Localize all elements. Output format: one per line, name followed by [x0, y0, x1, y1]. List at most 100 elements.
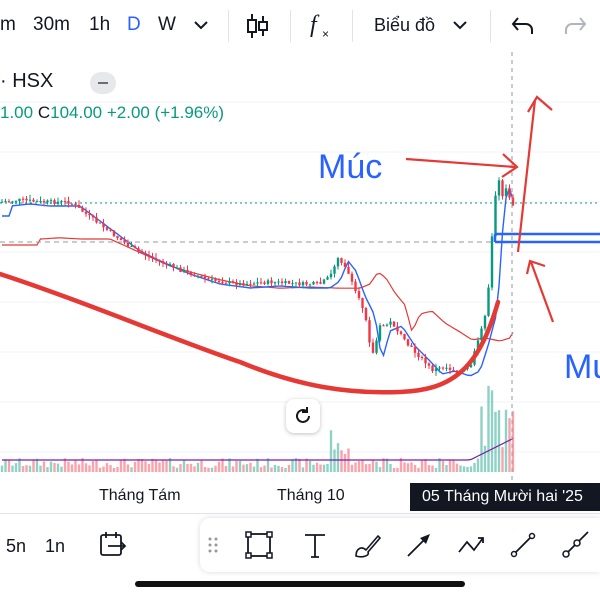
volume-bar	[322, 464, 326, 472]
volume-bar	[301, 467, 305, 472]
chevron-down-icon[interactable]	[452, 19, 468, 31]
trend-line-icon[interactable]	[508, 530, 538, 560]
text-icon[interactable]	[300, 530, 330, 560]
volume-bar	[105, 463, 109, 472]
volume-bar	[396, 467, 399, 472]
volume-bar	[263, 465, 266, 472]
volume-bar	[343, 453, 347, 472]
candle-body	[403, 333, 406, 340]
candle-body	[476, 340, 480, 352]
price-chart[interactable]	[0, 52, 600, 484]
volume-bar	[389, 464, 392, 472]
volume-bar	[123, 458, 126, 472]
volume-bar	[277, 465, 280, 472]
cup-curve-drawing[interactable]	[0, 271, 501, 395]
chart-type-button[interactable]: Biểu đồ	[374, 15, 436, 35]
candle-body	[287, 281, 291, 284]
chevron-down-icon[interactable]	[193, 19, 209, 31]
drag-handle-icon[interactable]	[206, 530, 236, 560]
ray-icon[interactable]	[560, 530, 590, 560]
volume-bar	[39, 465, 42, 472]
volume-bar	[417, 467, 420, 472]
volume-bar	[221, 458, 224, 472]
volume-bar	[256, 458, 259, 472]
volume-bar	[224, 465, 228, 472]
candle-body	[151, 256, 154, 259]
candle-body	[504, 188, 508, 197]
rectangle-icon[interactable]	[244, 530, 274, 560]
candle-body	[18, 198, 21, 202]
path-icon[interactable]	[456, 530, 486, 560]
volume-bar	[70, 464, 74, 472]
volume-bar	[266, 458, 270, 472]
candle-body	[322, 279, 326, 284]
drawing-toolbar	[200, 518, 600, 572]
volume-bar	[109, 465, 112, 472]
candle-body	[140, 251, 144, 254]
volume-bar	[448, 460, 452, 472]
volume-bar	[147, 463, 151, 472]
candle-body	[441, 367, 445, 369]
annotation-text-1[interactable]: Múc	[318, 148, 383, 186]
candle-body	[154, 258, 158, 260]
volume-bar	[308, 460, 312, 472]
candle-body	[270, 280, 273, 284]
interval-1h[interactable]: 1h	[89, 14, 111, 35]
candle-body	[347, 266, 350, 274]
interval-30m[interactable]: 30m	[33, 14, 70, 35]
volume-bar	[340, 450, 343, 472]
volume-bar	[67, 461, 70, 472]
candle-body	[0, 201, 4, 203]
volume-bar	[21, 466, 25, 472]
interval-m[interactable]: m	[0, 14, 16, 35]
volume-bar	[259, 467, 263, 472]
volume-bar	[319, 464, 322, 472]
calendar-go-icon[interactable]	[98, 530, 128, 560]
toolbar-divider	[490, 10, 491, 42]
candle-body	[420, 357, 424, 359]
ohlc-prefix: 1.00	[0, 103, 34, 122]
candle-body	[312, 282, 315, 285]
interval-w[interactable]: W	[158, 14, 176, 35]
range-1n-button[interactable]: 1n	[45, 536, 66, 556]
redo-icon[interactable]	[562, 14, 588, 38]
candle-body	[368, 320, 371, 343]
volume-bar	[413, 464, 417, 472]
volume-bar	[11, 465, 14, 472]
volume-bar	[270, 467, 273, 472]
symbol-title[interactable]: · HSX	[0, 70, 54, 92]
annotation-text-2[interactable]: Mu	[564, 348, 600, 386]
arrow-icon[interactable]	[404, 530, 434, 560]
volume-bar	[53, 463, 56, 472]
candle-body	[203, 276, 207, 279]
volume-bar	[466, 466, 469, 472]
volume-bar	[210, 467, 214, 472]
candle-body	[123, 240, 126, 243]
undo-icon[interactable]	[510, 14, 536, 38]
candle-body	[193, 274, 196, 277]
candle-body	[91, 215, 95, 218]
collapse-pill-button[interactable]	[90, 72, 116, 94]
interval-d[interactable]: D	[127, 14, 141, 35]
annotation-arrows[interactable]	[405, 95, 555, 323]
reset-chart-button[interactable]	[286, 399, 320, 433]
candle-body	[497, 180, 501, 196]
volume-bar	[168, 458, 172, 472]
range-5n-button[interactable]: 5n	[6, 536, 27, 556]
candle-body	[427, 363, 431, 366]
volume-bar	[459, 465, 462, 472]
volume-bar	[441, 460, 445, 472]
candle-body	[385, 324, 389, 326]
volume-bar	[298, 458, 301, 472]
volume-bar	[455, 463, 459, 472]
candle-body	[28, 199, 32, 201]
candle-body	[168, 263, 172, 265]
brush-icon[interactable]	[352, 530, 382, 560]
candle-body	[137, 248, 140, 252]
candle-body	[144, 253, 147, 256]
volume-bar	[312, 464, 315, 472]
candles-icon[interactable]	[244, 12, 270, 40]
volume-bar	[287, 464, 291, 472]
volume-bar	[511, 411, 515, 472]
fx-icon[interactable]: f ×	[308, 10, 336, 42]
